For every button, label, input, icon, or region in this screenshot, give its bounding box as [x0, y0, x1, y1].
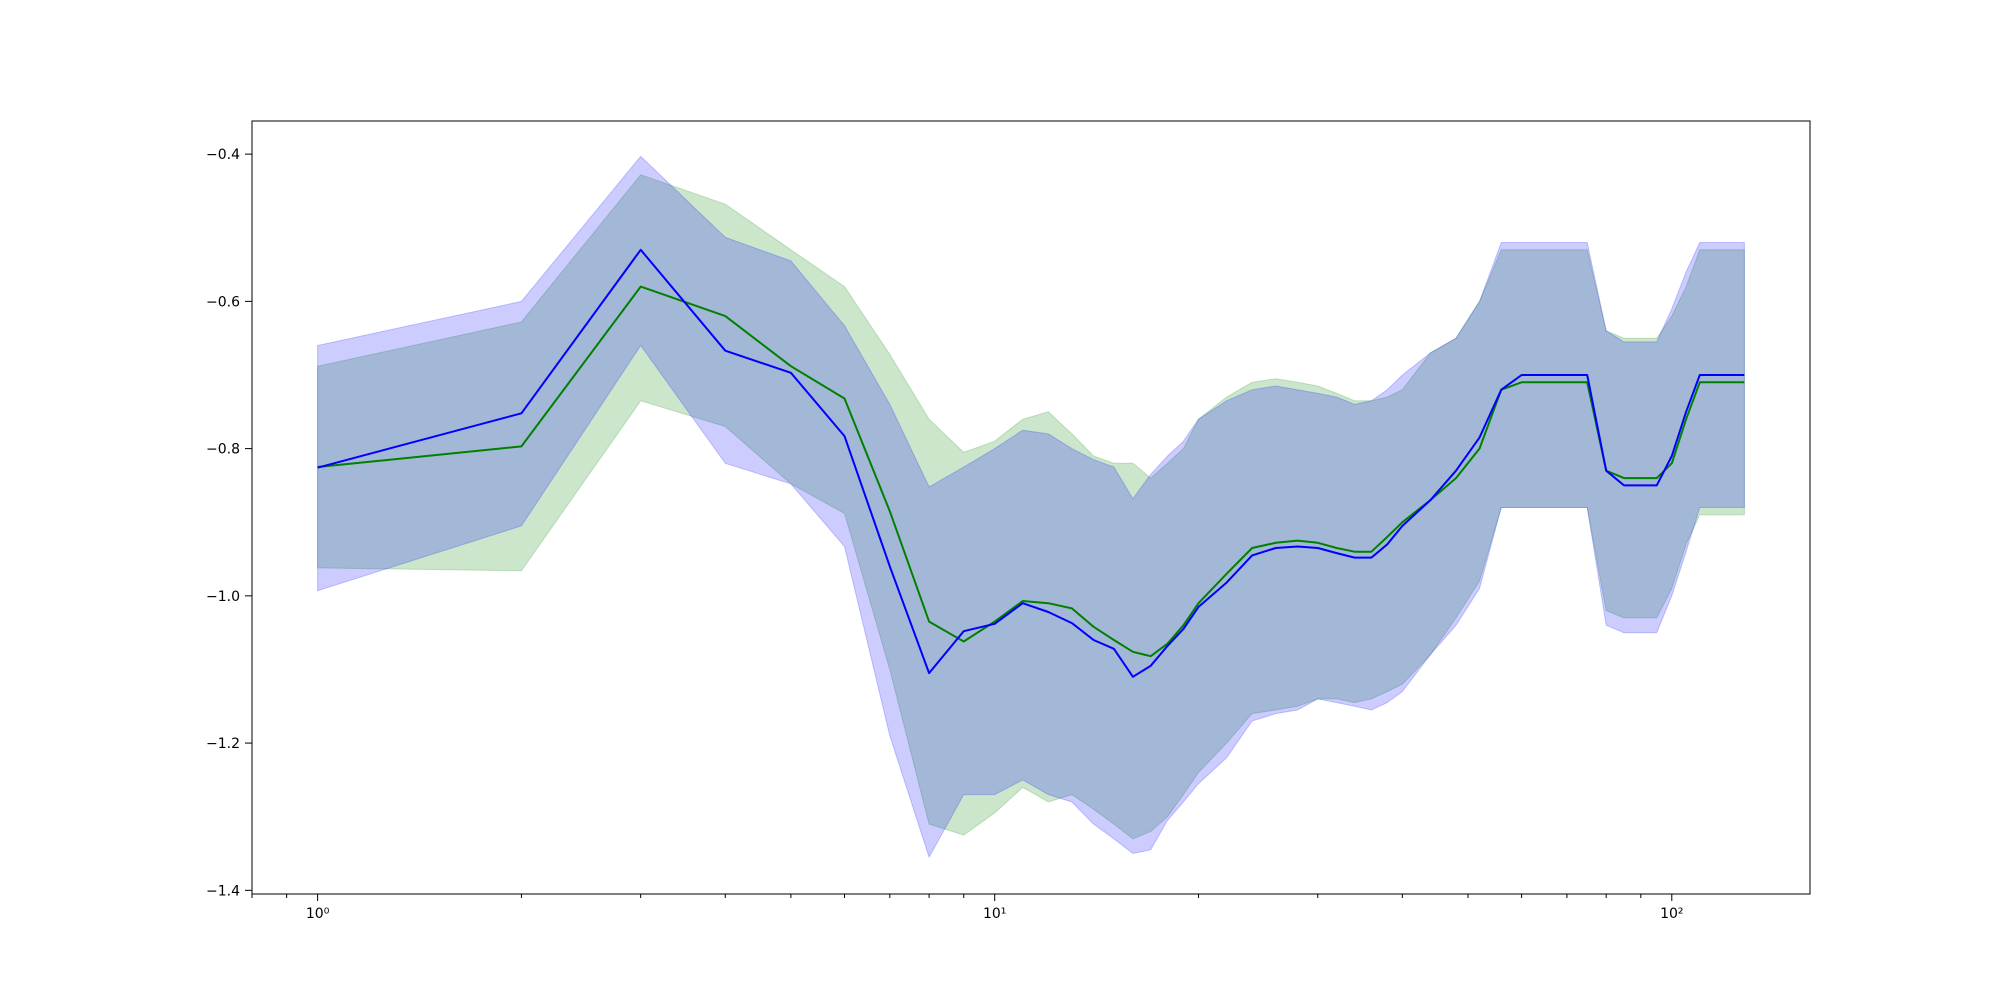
x-tick-label: 10⁰	[306, 906, 330, 922]
confidence-bands	[317, 155, 1745, 859]
series-1-band	[317, 174, 1745, 840]
series-lines	[317, 248, 1745, 678]
x-tick-label: 10¹	[983, 906, 1006, 922]
x-axis: 10⁰ 10¹ 10²	[251, 894, 1684, 922]
y-tick-label: −0.4	[206, 147, 240, 163]
plot-frame	[251, 120, 1811, 895]
x-tick-label: 10²	[1660, 906, 1683, 922]
y-tick-label: −1.2	[206, 736, 240, 752]
y-tick-label: −1.0	[206, 589, 240, 605]
series-2-line	[317, 248, 1745, 678]
y-axis: −0.4 −0.6 −0.8 −1.0 −1.2 −1.4	[206, 147, 252, 899]
y-tick-label: −1.4	[206, 883, 240, 899]
y-tick-label: −0.6	[206, 294, 240, 310]
y-tick-label: −0.8	[206, 442, 240, 458]
series-2-band	[317, 155, 1745, 859]
